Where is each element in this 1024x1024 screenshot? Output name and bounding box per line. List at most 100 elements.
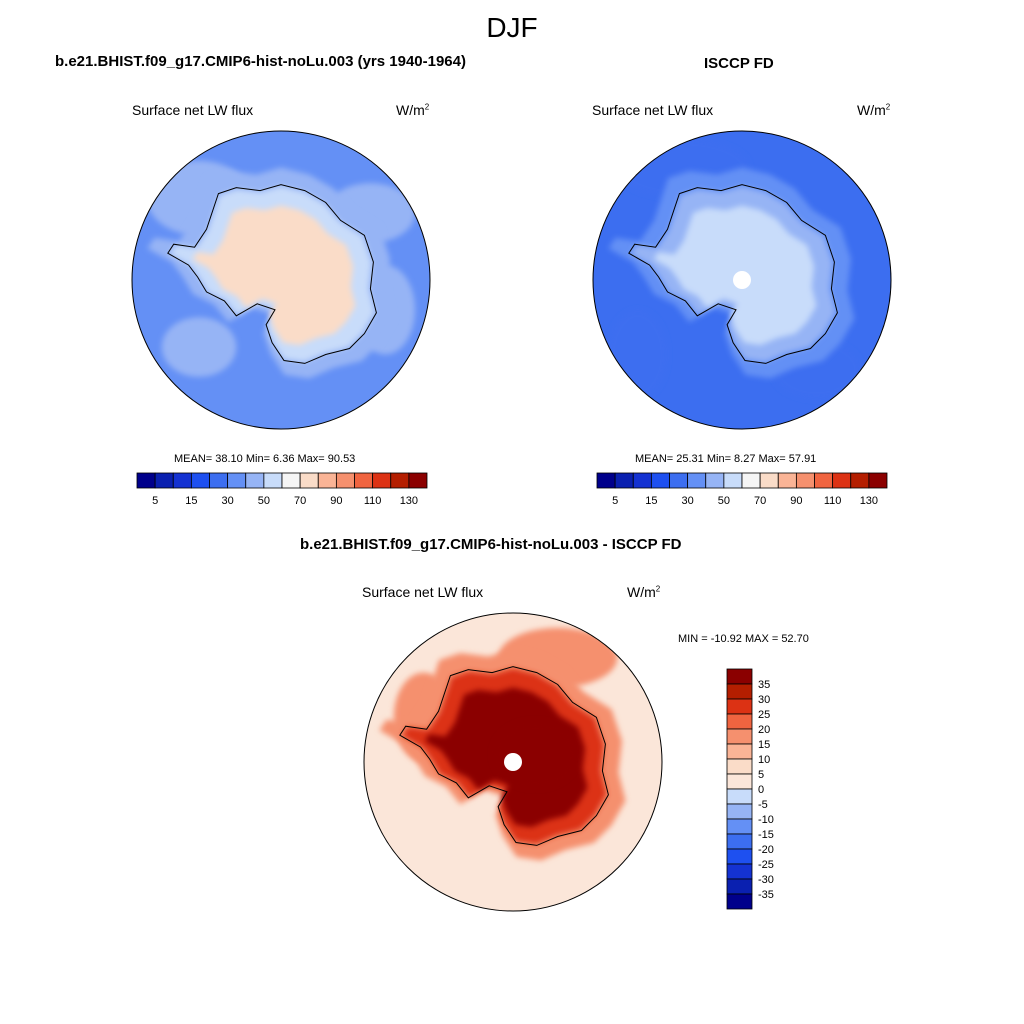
panel1-colorbar-box-8 xyxy=(281,472,301,489)
panel3-variable: Surface net LW flux xyxy=(362,584,484,600)
panel3-colorbar-tick: 25 xyxy=(758,709,770,721)
panel1-colorbar-tick: 70 xyxy=(294,495,306,507)
panel3-colorbar-box-1 xyxy=(726,683,753,700)
panel3-colorbar-box-9 xyxy=(726,803,753,820)
panel3-colorbar-tick: 10 xyxy=(758,754,770,766)
panel2-stats: MEAN= 25.31 Min= 8.27 Max= 57.91 xyxy=(635,453,817,465)
antarctica-coastline xyxy=(628,184,838,364)
panel1-colorbar-tick: 15 xyxy=(185,495,197,507)
panel2-variable: Surface net LW flux xyxy=(592,102,714,118)
panel2-title: ISCCP FD xyxy=(704,55,774,72)
panel2-colorbar-tick: 70 xyxy=(754,495,766,507)
panel3-colorbar-box-13 xyxy=(726,863,753,880)
panel3-colorbar-box-0 xyxy=(726,668,753,685)
panel1-colorbar-box-15 xyxy=(408,472,428,489)
panel1-colorbar-box-13 xyxy=(372,472,392,489)
panel1-colorbar-box-1 xyxy=(154,472,174,489)
panel2-colorbar-box-6 xyxy=(705,472,725,489)
panel1-units-exp: 2 xyxy=(424,102,430,112)
panel3-colorbar-tick: 15 xyxy=(758,739,770,751)
panel1-variable: Surface net LW flux xyxy=(132,102,254,118)
map-difference xyxy=(363,612,663,912)
panel1-colorbar-box-7 xyxy=(263,472,283,489)
panel1-colorbar-box-10 xyxy=(317,472,337,489)
figure-title: DJF xyxy=(486,12,538,43)
panel1-title: b.e21.BHIST.f09_g17.CMIP6-hist-noLu.003 … xyxy=(55,53,466,70)
panel1-colorbar-box-4 xyxy=(209,472,229,489)
pole-gap xyxy=(504,753,522,771)
panel1-stats: MEAN= 38.10 Min= 6.36 Max= 90.53 xyxy=(174,453,356,465)
panel1-colorbar-tick: 110 xyxy=(364,495,382,507)
panel2-colorbar-box-2 xyxy=(632,472,652,489)
panel2-colorbar-tick: 30 xyxy=(682,495,694,507)
sea-ice margin-patch-3 xyxy=(161,317,237,377)
panel2-colorbar-box-11 xyxy=(795,472,815,489)
plateau-core xyxy=(261,239,346,306)
panel1-colorbar-tick: 50 xyxy=(258,495,270,507)
panel3-units-exp: 2 xyxy=(655,584,661,594)
panel3-colorbar-tick: 5 xyxy=(758,769,764,781)
panel1-colorbar-tick: 130 xyxy=(400,495,418,507)
panel2-colorbar-box-15 xyxy=(868,472,888,489)
panel2-colorbar-tick: 50 xyxy=(718,495,730,507)
map-fill-layer xyxy=(364,613,662,911)
panel3-colorbar-tick: -20 xyxy=(758,844,774,856)
panel3-colorbar-box-8 xyxy=(726,788,753,805)
panel3-colorbar-tick: -15 xyxy=(758,829,774,841)
panel3-colorbar-tick: -30 xyxy=(758,874,774,886)
panel3-colorbar-box-7 xyxy=(726,773,753,790)
panel1-colorbar-box-12 xyxy=(354,472,374,489)
panel1-units: W/m2 xyxy=(396,102,429,118)
panel3-stats: MIN = -10.92 MAX = 52.70 xyxy=(678,633,809,645)
panel3-colorbar-tick: -35 xyxy=(758,889,774,901)
panel2-colorbar-box-3 xyxy=(650,472,670,489)
panel3-colorbar-tick: 30 xyxy=(758,694,770,706)
map-fill-layer xyxy=(593,131,891,429)
panel2-colorbar-box-13 xyxy=(832,472,852,489)
panel2-colorbar-box-7 xyxy=(723,472,743,489)
panel1-colorbar-box-14 xyxy=(390,472,410,489)
panel2-colorbar-box-8 xyxy=(741,472,761,489)
map-boundary xyxy=(363,612,663,912)
panel3-colorbar-box-15 xyxy=(726,893,753,910)
panel1-colorbar-box-2 xyxy=(172,472,192,489)
panel2-colorbar-box-14 xyxy=(850,472,870,489)
panel1-colorbar-box-11 xyxy=(335,472,355,489)
panel1-units-base: W/m xyxy=(396,102,425,118)
panel3-colorbar-tick: 20 xyxy=(758,724,770,736)
plateau-core xyxy=(722,239,807,306)
map-model xyxy=(131,130,431,430)
panel2-colorbar-tick: 130 xyxy=(860,495,878,507)
map-boundary xyxy=(131,130,431,430)
panel2-units-base: W/m xyxy=(857,102,886,118)
panel1-colorbar-box-5 xyxy=(227,472,247,489)
panel1-colorbar-box-3 xyxy=(190,472,210,489)
panel3-colorbar-box-14 xyxy=(726,878,753,895)
panel1-colorbar-box-9 xyxy=(299,472,319,489)
panel3-colorbar-box-2 xyxy=(726,698,753,715)
map-fill-layer xyxy=(132,131,430,429)
panel1-colorbar-box-0 xyxy=(136,472,156,489)
colorbars: 5 15 30 50 70 90 110 130 5 15 30 50 70 90 110 130353025… xyxy=(136,472,888,910)
panel3-colorbar-tick: -10 xyxy=(758,814,774,826)
panel3-colorbar-tick: -5 xyxy=(758,799,768,811)
panel3-title: b.e21.BHIST.f09_g17.CMIP6-hist-noLu.003 … xyxy=(300,536,682,553)
panel3-colorbar-box-11 xyxy=(726,833,753,850)
antarctica-coastline xyxy=(399,666,609,846)
plateau maximum-core xyxy=(493,721,578,788)
panel3-colorbar-box-4 xyxy=(726,728,753,745)
panel2-colorbar-box-9 xyxy=(759,472,779,489)
panel1-colorbar-tick: 30 xyxy=(222,495,234,507)
antarctica-coastline xyxy=(167,184,377,364)
panel1-colorbar-tick: 5 xyxy=(152,495,158,507)
panel2-colorbar-box-10 xyxy=(777,472,797,489)
panel3-colorbar-tick: 35 xyxy=(758,679,770,691)
panel2-colorbar-tick: 15 xyxy=(645,495,657,507)
pole-gap xyxy=(733,271,751,289)
map-boundary xyxy=(592,130,892,430)
panel3-colorbar-box-6 xyxy=(726,758,753,775)
panel3-colorbar-box-12 xyxy=(726,848,753,865)
panel2-colorbar-tick: 90 xyxy=(790,495,802,507)
panel3-colorbar-box-10 xyxy=(726,818,753,835)
